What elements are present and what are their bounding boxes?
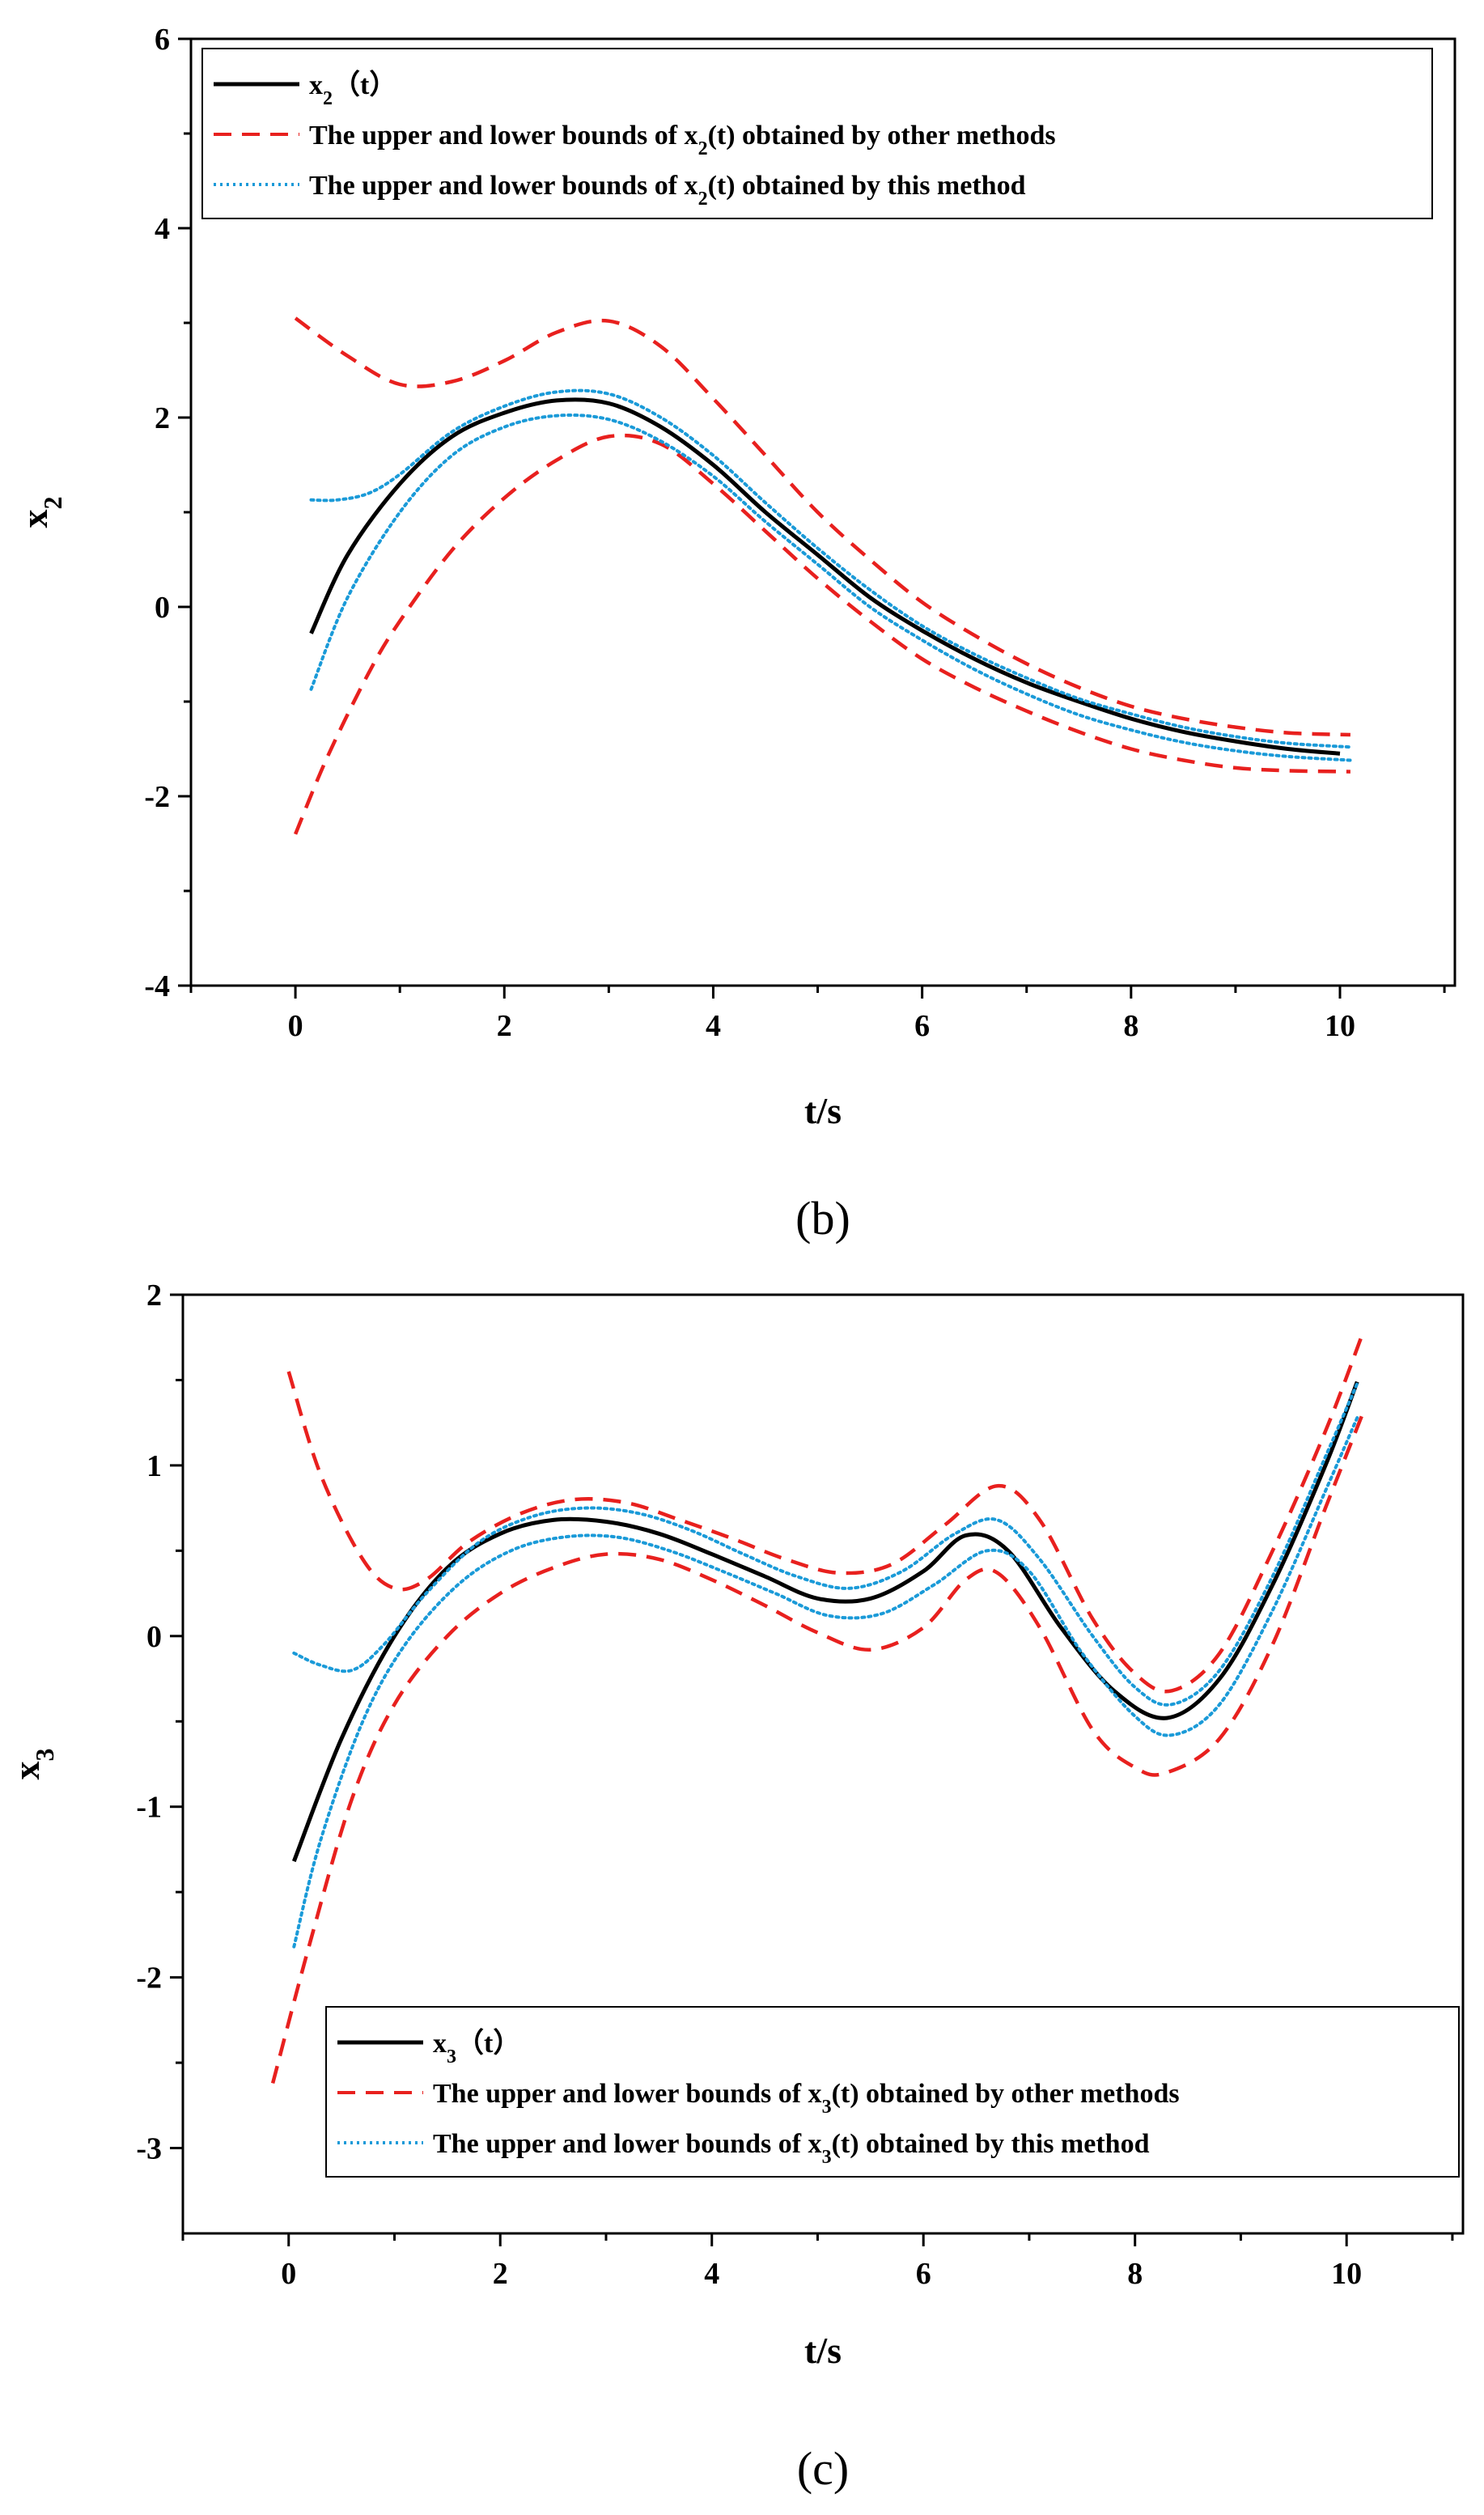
x-tick-label: 6 xyxy=(914,1009,930,1043)
series-line-1 xyxy=(294,316,1350,737)
x-tick-label: 10 xyxy=(1331,2257,1362,2291)
series-line-3 xyxy=(309,388,1352,749)
y-tick-label: 0 xyxy=(155,591,170,625)
y-tick-label: -1 xyxy=(136,1791,162,1825)
series-line-2 xyxy=(270,1413,1364,2084)
tick-layer: 0 2 4 6 8 10 -4 -2 0 2 4 6 xyxy=(144,23,1446,1043)
x-tick-label: 2 xyxy=(497,1009,512,1043)
x-tick-label: 4 xyxy=(704,2257,719,2291)
chart-panel-b: 0 2 4 6 8 10 -4 -2 0 2 4 6 x2（t） The upper and lower… xyxy=(14,23,1456,1245)
panel-label: (c) xyxy=(797,2442,849,2495)
x-tick-label: 10 xyxy=(1325,1009,1355,1043)
x-tick-label: 8 xyxy=(1127,2257,1143,2291)
legend-box xyxy=(325,2006,1460,2178)
series-layer xyxy=(294,316,1352,835)
plot-frame xyxy=(181,1293,1465,2235)
x-axis-title: t/s xyxy=(804,1090,842,1131)
legend-entry-label: x3（t） xyxy=(433,2027,520,2068)
series-line-3 xyxy=(292,1381,1359,1707)
legend: x3（t） The upper and lower bounds of x3(t)… xyxy=(325,2006,1460,2178)
series-line-1 xyxy=(286,1333,1364,1694)
legend: x2（t） The upper and lower bounds of x2(t)… xyxy=(201,48,1433,219)
chart-panel-c: 0 2 4 6 8 10 -3 -2 -1 0 1 2 x3（t） The upper and lowe… xyxy=(6,1279,1465,2495)
series-line-0 xyxy=(309,397,1341,756)
y-tick-label: -4 xyxy=(144,969,170,1003)
series-line-2 xyxy=(294,433,1350,835)
x-tick-label: 0 xyxy=(288,1009,303,1043)
y-axis-title: x3 xyxy=(6,1749,59,1780)
series-line-4 xyxy=(292,1415,1359,1949)
y-tick-label: -2 xyxy=(144,780,170,814)
legend-entry-label: x2（t） xyxy=(309,69,396,109)
x-tick-label: 4 xyxy=(706,1009,721,1043)
series-line-0 xyxy=(291,1380,1359,1863)
x-tick-label: 0 xyxy=(281,2257,296,2291)
series-line-4 xyxy=(309,414,1352,762)
x-tick-label: 6 xyxy=(916,2257,931,2291)
y-tick-label: 6 xyxy=(155,23,170,57)
panel-label: (b) xyxy=(795,1192,850,1245)
x-tick-label: 8 xyxy=(1123,1009,1138,1043)
legend-entry-label: The upper and lower bounds of x3(t) obta… xyxy=(433,2079,1180,2118)
y-tick-label: 1 xyxy=(146,1449,162,1483)
y-tick-label: 2 xyxy=(146,1279,162,1313)
y-tick-label: 2 xyxy=(155,401,170,435)
y-tick-label: 0 xyxy=(146,1620,162,1654)
y-tick-label: -2 xyxy=(136,1962,162,1995)
legend-entry-label: The upper and lower bounds of x2(t) obta… xyxy=(309,171,1026,210)
x-axis-title: t/s xyxy=(804,2330,842,2371)
x-tick-label: 2 xyxy=(493,2257,508,2291)
series-layer xyxy=(270,1333,1364,2084)
legend-box xyxy=(201,48,1433,219)
y-tick-label: -3 xyxy=(136,2132,162,2166)
y-tick-label: 4 xyxy=(155,212,170,246)
legend-entry-label: The upper and lower bounds of x3(t) obta… xyxy=(433,2129,1150,2168)
y-axis-title: x2 xyxy=(14,497,67,528)
tick-layer: 0 2 4 6 8 10 -3 -2 -1 0 1 2 xyxy=(136,1279,1454,2291)
legend-entry-label: The upper and lower bounds of x2(t) obta… xyxy=(309,121,1056,159)
